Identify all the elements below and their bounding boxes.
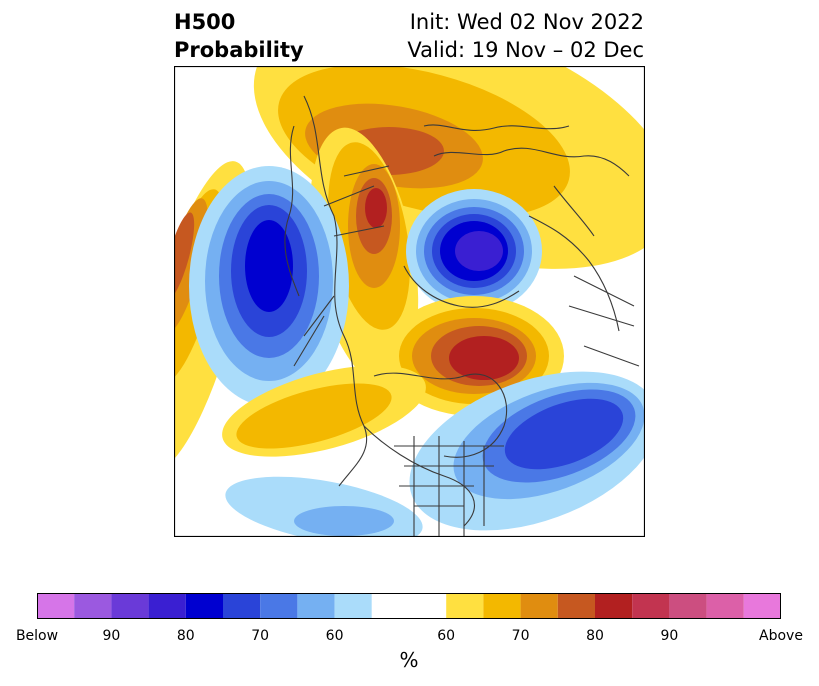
colorbar (37, 593, 781, 619)
colorbar-tick-label: 90 (660, 628, 679, 644)
colorbar-segment-neutral (371, 593, 447, 619)
colorbar-segment-above-2 (520, 593, 558, 619)
colorbar-segment-below-3 (148, 593, 186, 619)
colorbar-segment-below-0 (37, 593, 75, 619)
colorbar-tick-label: Above (759, 628, 803, 644)
colorbar-tick-label: 80 (176, 628, 195, 644)
colorbar-segment-above-3 (557, 593, 595, 619)
colorbar-segment-above-6 (669, 593, 707, 619)
negative-anomaly-arctic-siberia (406, 189, 542, 313)
colorbar-segment-below-2 (111, 593, 149, 619)
colorbar-border (37, 593, 781, 619)
title-valid-range: Valid: 19 Nov – 02 Dec (407, 38, 644, 62)
colorbar-segment-below-8 (334, 593, 372, 619)
colorbar-segment-above-1 (483, 593, 521, 619)
colorbar-segment-below-1 (74, 593, 112, 619)
colorbar-segment-above-4 (595, 593, 633, 619)
colorbar-tick-label: Below (15, 628, 59, 644)
title-init-date: Init: Wed 02 Nov 2022 (409, 10, 644, 34)
probability-map (174, 66, 645, 537)
colorbar-segment-below-6 (260, 593, 298, 619)
colorbar-segment-above-8 (743, 593, 781, 619)
title-variable: H500 (174, 10, 236, 34)
colorbar-segment-below-7 (297, 593, 335, 619)
colorbar-tick-label: 80 (586, 628, 604, 644)
positive-anomaly-eastern-pacific (222, 365, 426, 457)
chart-title-right: Init: Wed 02 Nov 2022 Valid: 19 Nov – 02… (380, 8, 644, 64)
negative-anomaly-north-atlantic (409, 371, 645, 531)
negative-anomaly-north-pacific (189, 166, 349, 406)
colorbar-segment-above-0 (446, 593, 484, 619)
colorbar-segment-above-5 (632, 593, 670, 619)
colorbar-segment-below-5 (223, 593, 261, 619)
colorbar-segment-above-7 (706, 593, 744, 619)
colorbar-tick-label: 70 (251, 628, 270, 644)
colorbar-tick-label: 90 (102, 628, 121, 644)
title-product: Probability (174, 38, 304, 62)
colorbar-tick-label: 70 (511, 628, 530, 644)
negative-anomaly-southwest (225, 476, 423, 537)
colorbar-tick-label: 60 (437, 628, 456, 644)
coastlines (284, 95, 640, 536)
chart-title-left: H500 Probability (174, 8, 304, 64)
colorbar-segment-below-4 (185, 593, 223, 619)
colorbar-unit-label: % (399, 648, 419, 672)
colorbar-tick-label: 60 (325, 628, 344, 644)
